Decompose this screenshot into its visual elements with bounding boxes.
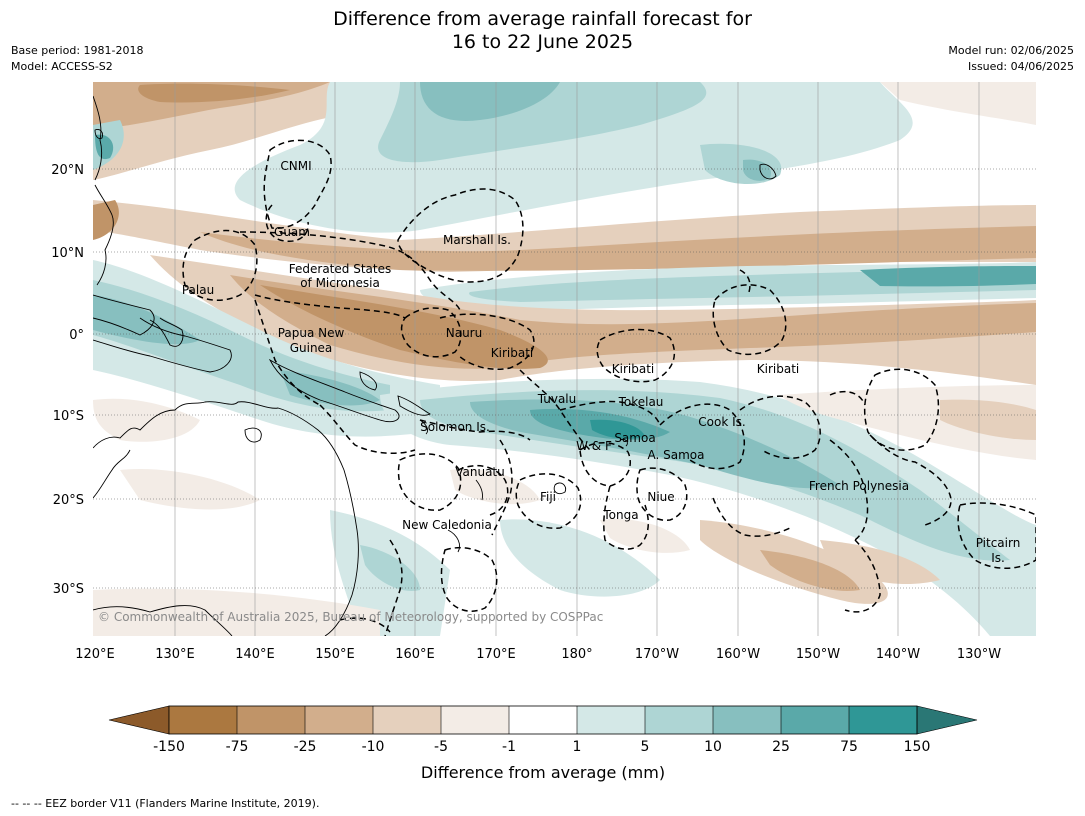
colorbar-swatch-1 — [169, 706, 237, 734]
lon-label-170w: 170°W — [635, 647, 679, 662]
colorbar-label-4: -10 — [362, 739, 385, 755]
label-guam: Guam — [274, 225, 310, 239]
colorbar-swatch-4 — [373, 706, 441, 734]
longitude-labels: 120°E 130°E 140°E 150°E 160°E 170°E 180°… — [75, 647, 1001, 662]
copyright-notice: © Commonwealth of Australia 2025, Bureau… — [98, 610, 603, 624]
label-samoa: Samoa — [614, 431, 655, 445]
rainfall-field — [93, 82, 1036, 636]
label-cnmi: CNMI — [280, 159, 311, 173]
lon-label-150e: 150°E — [315, 647, 355, 662]
label-new-caledonia: New Caledonia — [402, 518, 492, 532]
label-vanuatu: Vanuatu — [455, 465, 505, 479]
longitude-gridlines — [174, 82, 980, 636]
label-tonga: Tonga — [602, 508, 638, 522]
label-fsm-line2: of Micronesia — [300, 276, 380, 290]
colorbar-swatch-2 — [237, 706, 305, 734]
label-solomon-islands: Solomon Is. — [420, 420, 490, 434]
lon-label-120e: 120°E — [75, 647, 115, 662]
label-american-samoa: A. Samoa — [648, 448, 705, 462]
colorbar-label-5: -5 — [434, 739, 448, 755]
colorbar-label-2: -75 — [226, 739, 249, 755]
colorbar-swatch-5 — [441, 706, 509, 734]
lat-label-10n: 10°N — [51, 246, 84, 261]
label-palau: Palau — [182, 283, 214, 297]
colorbar-label-11: 75 — [840, 739, 858, 755]
title-line-2: 16 to 22 June 2025 — [451, 31, 634, 53]
lon-label-150w: 150°W — [796, 647, 840, 662]
model-name: Model: ACCESS-S2 — [11, 60, 113, 73]
colorbar-extend-high — [916, 705, 978, 735]
label-french-polynesia: French Polynesia — [809, 479, 909, 493]
model-run: Model run: 02/06/2025 — [948, 44, 1074, 57]
lat-label-30s: 30°S — [53, 582, 84, 597]
label-kiribati-east: Kiribati — [757, 362, 799, 376]
lon-label-130e: 130°E — [155, 647, 195, 662]
lon-label-160e: 160°E — [395, 647, 435, 662]
label-wallis-futuna: W & F — [576, 439, 612, 453]
label-marshall-islands: Marshall Is. — [443, 233, 511, 247]
colorbar-label-3: -25 — [294, 739, 317, 755]
lon-label-140e: 140°E — [235, 647, 275, 662]
colorbar-label-7: 1 — [573, 739, 582, 755]
colorbar-label-12: 150 — [904, 739, 931, 755]
colorbar-outline — [168, 705, 918, 735]
colorbar-swatch-3 — [305, 706, 373, 734]
label-pitcairn-line1: Pitcairn — [976, 536, 1021, 550]
label-cook-islands: Cook Is. — [698, 415, 745, 429]
colorbar-label-6: -1 — [502, 739, 516, 755]
label-png-line2: Guinea — [290, 341, 333, 355]
lat-label-20n: 20°N — [51, 163, 84, 178]
label-kiribati-west: Kiribati — [491, 346, 533, 360]
coastlines — [93, 95, 777, 636]
colorbar-swatch-11 — [849, 706, 917, 734]
colorbar-swatch-10 — [781, 706, 849, 734]
lat-label-0: 0° — [69, 328, 84, 343]
label-fiji: Fiji — [540, 490, 556, 504]
lon-label-130w: 130°W — [957, 647, 1001, 662]
colorbar-label-8: 5 — [641, 739, 650, 755]
lon-label-160w: 160°W — [716, 647, 760, 662]
colorbar-label-1: -150 — [153, 739, 185, 755]
label-pitcairn-line2: Is. — [991, 551, 1005, 565]
colorbar-label-10: 25 — [772, 739, 790, 755]
colorbar-extend-low — [108, 705, 170, 735]
base-period: Base period: 1981-2018 — [11, 44, 144, 57]
colorbar-label-9: 10 — [704, 739, 722, 755]
label-tuvalu: Tuvalu — [537, 392, 577, 406]
lon-label-140w: 140°W — [876, 647, 920, 662]
title-line-1: Difference from average rainfall forecas… — [333, 8, 752, 30]
label-kiribati-central: Kiribati — [612, 362, 654, 376]
colorbar-swatch-9 — [713, 706, 781, 734]
eez-footnote: -- -- -- EEZ border V11 (Flanders Marine… — [11, 797, 320, 810]
lon-label-170e: 170°E — [476, 647, 516, 662]
colorbar-swatch-8 — [645, 706, 713, 734]
label-png-line1: Papua New — [278, 326, 345, 340]
place-labels: CNMI Guam Marshall Is. Federated States … — [182, 159, 1020, 565]
label-niue: Niue — [647, 490, 674, 504]
lat-label-20s: 20°S — [53, 493, 84, 508]
latitude-labels: 20°N 10°N 0° 10°S 20°S 30°S — [51, 163, 84, 597]
colorbar-title: Difference from average (mm) — [421, 763, 665, 782]
lon-label-180: 180° — [561, 647, 592, 662]
colorbar-swatch-7 — [577, 706, 645, 734]
eez-borders — [182, 139, 1036, 636]
label-tokelau: Tokelau — [618, 395, 664, 409]
label-fsm-line1: Federated States — [289, 262, 391, 276]
lat-label-10s: 10°S — [53, 409, 84, 424]
colorbar: -150 -75 -25 -10 -5 -1 1 5 10 25 75 150 … — [108, 705, 978, 782]
latitude-gridlines — [93, 168, 1036, 589]
label-nauru: Nauru — [446, 326, 482, 340]
colorbar-swatch-6 — [509, 706, 577, 734]
issued-date: Issued: 04/06/2025 — [967, 60, 1074, 73]
